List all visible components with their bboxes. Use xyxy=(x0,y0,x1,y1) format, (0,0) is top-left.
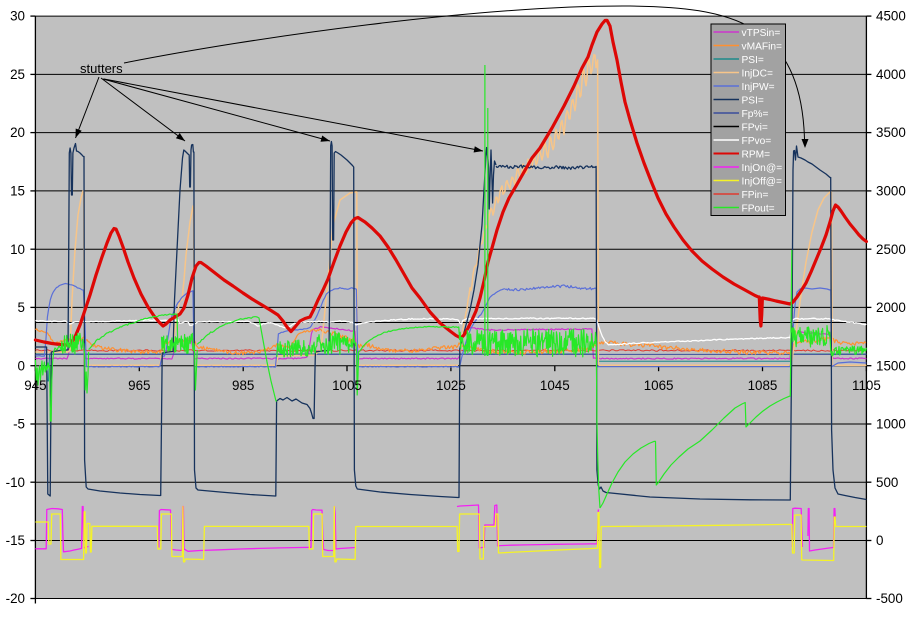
svg-text:3000: 3000 xyxy=(876,184,906,199)
svg-text:InjOn@=: InjOn@= xyxy=(742,163,783,174)
svg-text:FPout=: FPout= xyxy=(742,203,775,214)
svg-text:2000: 2000 xyxy=(876,300,906,315)
svg-text:vTPSin=: vTPSin= xyxy=(742,28,781,39)
svg-text:1500: 1500 xyxy=(876,358,906,373)
svg-text:InjOff@=: InjOff@= xyxy=(742,176,783,187)
svg-text:15: 15 xyxy=(10,184,25,199)
svg-text:-500: -500 xyxy=(876,591,903,606)
svg-text:-15: -15 xyxy=(6,533,25,548)
svg-text:-10: -10 xyxy=(6,475,25,490)
svg-text:25: 25 xyxy=(10,67,25,82)
svg-text:945: 945 xyxy=(24,378,46,393)
svg-text:RPM=: RPM= xyxy=(742,149,771,160)
svg-text:2500: 2500 xyxy=(876,242,906,257)
svg-text:1025: 1025 xyxy=(436,378,466,393)
svg-text:-5: -5 xyxy=(13,417,25,432)
svg-text:1085: 1085 xyxy=(748,378,778,393)
svg-text:InjDC=: InjDC= xyxy=(742,68,773,79)
svg-text:10: 10 xyxy=(10,242,25,257)
svg-text:20: 20 xyxy=(10,125,25,140)
svg-text:0: 0 xyxy=(876,533,883,548)
svg-text:3500: 3500 xyxy=(876,125,906,140)
svg-text:-20: -20 xyxy=(6,591,25,606)
svg-text:stutters: stutters xyxy=(80,61,123,76)
svg-text:Fp%=: Fp%= xyxy=(742,109,769,120)
svg-text:InjPW=: InjPW= xyxy=(742,82,775,93)
svg-text:30: 30 xyxy=(10,9,25,24)
svg-text:1000: 1000 xyxy=(876,417,906,432)
svg-text:4500: 4500 xyxy=(876,9,906,24)
svg-text:985: 985 xyxy=(232,378,254,393)
svg-text:1045: 1045 xyxy=(540,378,570,393)
svg-text:FPvo=: FPvo= xyxy=(742,136,772,147)
svg-text:4000: 4000 xyxy=(876,67,906,82)
svg-text:0: 0 xyxy=(18,358,25,373)
svg-text:vMAFin=: vMAFin= xyxy=(742,41,783,52)
svg-text:PSI=: PSI= xyxy=(742,55,764,66)
svg-text:1065: 1065 xyxy=(644,378,674,393)
svg-text:1105: 1105 xyxy=(852,378,881,393)
svg-text:1005: 1005 xyxy=(332,378,362,393)
svg-text:5: 5 xyxy=(18,300,25,315)
svg-text:FPin=: FPin= xyxy=(742,190,769,201)
svg-text:FPvi=: FPvi= xyxy=(742,122,768,133)
svg-text:500: 500 xyxy=(876,475,898,490)
svg-text:965: 965 xyxy=(128,378,150,393)
svg-text:PSI=: PSI= xyxy=(742,95,764,106)
